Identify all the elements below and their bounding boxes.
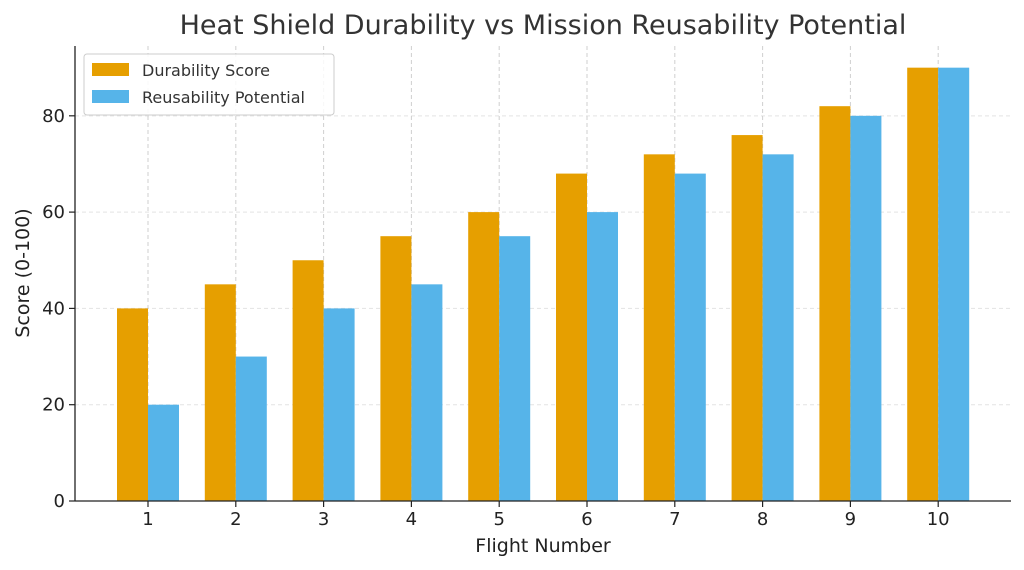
bar-reusability [938,67,970,502]
bar-reusability [587,212,618,501]
bar-durability [819,106,851,502]
y-ticks: 0 20 40 60 80 [42,106,75,512]
y-tick-label: 80 [42,106,65,127]
bar-reusability [499,236,531,501]
bar-reusability [674,173,706,501]
bar-durability [468,212,500,501]
bar-reusability [235,356,267,501]
bar-reusability [850,115,882,501]
x-tick-label: 5 [493,509,504,530]
bar-durability [643,154,675,502]
bars [117,67,970,502]
legend-label-reusability: Reusability Potential [142,88,305,107]
bar-reusability [762,154,794,502]
bar-durability [907,67,939,502]
bar-durability [204,284,236,501]
bar-durability [292,260,324,501]
x-tick-label: 7 [669,509,680,530]
legend: Durability Score Reusability Potential [83,53,335,116]
chart-title: Heat Shield Durability vs Mission Reusab… [180,10,907,41]
bar-reusability [323,308,355,501]
y-axis-label: Score (0-100) [12,208,34,337]
bar-durability [731,135,763,501]
x-axis-label: Flight Number [475,535,611,557]
legend-box [83,53,335,116]
bar-durability [380,236,412,501]
legend-swatch-reusability [92,90,129,103]
bar-reusability [411,284,443,501]
x-tick-label: 3 [318,509,329,530]
bar-reusability [148,404,179,501]
y-tick-label: 20 [42,395,65,416]
x-ticks: 1 2 3 4 5 6 7 8 9 10 [142,501,950,530]
x-tick-label: 10 [927,509,950,530]
x-tick-label: 9 [845,509,856,530]
y-tick-label: 40 [42,298,65,319]
x-tick-label: 1 [142,509,153,530]
x-tick-label: 2 [230,509,241,530]
legend-label-durability: Durability Score [142,61,270,80]
bar-durability [117,308,148,501]
y-tick-label: 60 [42,202,65,223]
x-tick-label: 8 [757,509,768,530]
x-tick-label: 6 [581,509,592,530]
y-tick-label: 0 [54,491,65,512]
bar-durability [556,173,587,501]
x-tick-label: 4 [406,509,417,530]
legend-swatch-durability [92,63,129,76]
